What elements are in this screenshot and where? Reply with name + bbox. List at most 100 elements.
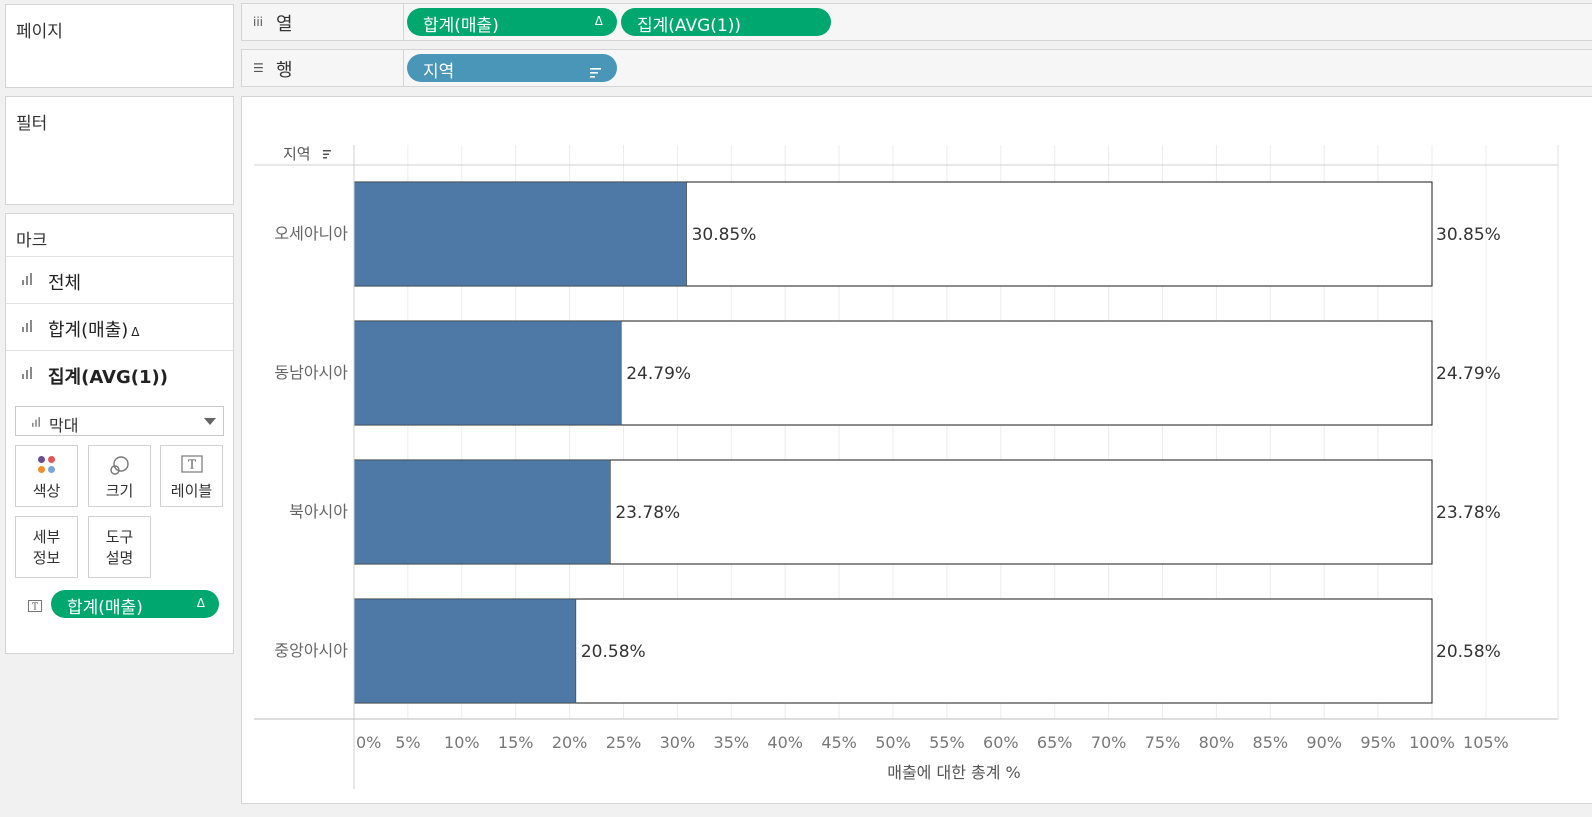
x-tick-label: 60% [983, 733, 1019, 752]
label-field-pill[interactable]: 합계(매출) Δ [51, 590, 219, 618]
delta-icon: Δ [131, 325, 140, 339]
x-tick-label: 35% [714, 733, 750, 752]
bar-chart: 오세아니아 30.85% 30.85% 동남아시아 24.79% 24.79% 북아시아 23… [254, 145, 1559, 789]
detail-label-line1: 세부 [32, 528, 61, 546]
size-label: 크기 [105, 482, 134, 500]
marks-tab-label: 전체 [48, 273, 82, 294]
rows-icon: ☰ [253, 61, 264, 75]
sort-icon [323, 153, 329, 155]
marks-tab-text: 합계(매출) [48, 320, 129, 341]
pill-label: 합계(매출) [67, 598, 143, 618]
data-label-total: 24.79% [1436, 364, 1501, 384]
tooltip-label-line1: 도구 [105, 528, 134, 546]
text-label-icon: T [180, 455, 203, 477]
sort-icon [323, 157, 327, 159]
text-label-glyph: T [32, 603, 38, 613]
category-label: 오세아니아 [274, 224, 348, 243]
columns-label: 열 [276, 14, 293, 35]
rows-shelf[interactable]: ☰ 행 지역 [241, 49, 1592, 87]
x-axis-title: 매출에 대한 총계 % [887, 763, 1021, 782]
category-label: 동남아시아 [274, 363, 348, 382]
columns-icon: iii [253, 15, 264, 29]
x-tick-label: 20% [552, 733, 588, 752]
color-label: 색상 [32, 482, 61, 500]
sales-bar [353, 598, 577, 704]
columns-pill-sum-sales[interactable]: 합계(매출) Δ [407, 8, 617, 36]
pages-title: 페이지 [16, 22, 63, 42]
x-tick-label: 95% [1360, 733, 1396, 752]
delta-icon: Δ [594, 14, 603, 28]
sort-icon [323, 150, 331, 152]
x-tick-label: 25% [606, 733, 642, 752]
x-tick-label: 100% [1409, 733, 1455, 752]
x-tick-label: 40% [767, 733, 803, 752]
sales-bar [353, 320, 622, 426]
x-tick-label: 45% [821, 733, 857, 752]
marks-tab-label: 합계(매출) Δ [48, 316, 140, 342]
x-tick-label: 30% [660, 733, 696, 752]
marks-tab-all[interactable]: 전체 [6, 256, 233, 303]
x-tick-label: 65% [1037, 733, 1073, 752]
label-button[interactable]: T 레이블 [160, 445, 223, 507]
view-area[interactable]: 오세아니아 30.85% 30.85% 동남아시아 24.79% 24.79% 북아시아 23… [241, 96, 1592, 804]
size-button[interactable]: 크기 [88, 445, 151, 507]
x-tick-label: 0% [356, 733, 381, 752]
sales-bar [353, 459, 611, 565]
x-tick-label: 50% [875, 733, 911, 752]
rows-shelf-title: ☰ 행 [242, 50, 404, 86]
columns-shelf[interactable]: iii 열 합계(매출) Δ 집계(AVG(1)) [241, 3, 1592, 41]
marks-card: 마크 전체 합계(매출) Δ 집계(AVG(1)) 막대 색상 크기 T [5, 213, 234, 654]
marks-tab-avg[interactable]: 집계(AVG(1)) [6, 350, 233, 397]
rows-pill-region[interactable]: 지역 [407, 54, 617, 82]
color-dots-icon [37, 455, 57, 475]
rows-label: 행 [276, 60, 293, 81]
x-tick-label: 75% [1145, 733, 1181, 752]
x-tick-label: 55% [929, 733, 965, 752]
detail-label-line2: 정보 [32, 549, 61, 567]
x-tick-label: 70% [1091, 733, 1127, 752]
svg-text:T: T [187, 458, 195, 472]
x-tick-label: 80% [1199, 733, 1235, 752]
row-header-label: 지역 [283, 145, 311, 163]
pages-card[interactable]: 페이지 [5, 4, 234, 88]
pill-label: 집계(AVG(1)) [637, 16, 741, 36]
filters-card[interactable]: 필터 [5, 96, 234, 205]
data-label: 23.78% [615, 503, 680, 523]
category-label: 중앙아시아 [274, 641, 348, 660]
marks-title: 마크 [16, 231, 48, 251]
x-tick-label: 90% [1306, 733, 1342, 752]
delta-icon: Δ [196, 596, 205, 610]
mark-type-dropdown[interactable]: 막대 [15, 406, 224, 436]
sales-bar [353, 181, 687, 287]
x-tick-label: 5% [395, 733, 420, 752]
x-tick-label: 85% [1253, 733, 1289, 752]
color-button[interactable]: 색상 [15, 445, 78, 507]
size-icon [108, 455, 132, 481]
pill-label: 지역 [423, 62, 455, 82]
marks-tab-sum-sales[interactable]: 합계(매출) Δ [6, 303, 233, 350]
x-tick-label: 10% [444, 733, 480, 752]
data-label-total: 20.58% [1436, 642, 1501, 662]
data-label: 20.58% [581, 642, 646, 662]
bar-chart-icon [21, 367, 33, 379]
text-label-icon: T [28, 598, 42, 616]
filters-title: 필터 [16, 114, 48, 134]
data-label: 30.85% [692, 225, 757, 245]
label-label: 레이블 [170, 482, 213, 500]
pill-label: 합계(매출) [423, 16, 499, 36]
columns-shelf-title: iii 열 [242, 4, 404, 40]
columns-pill-avg[interactable]: 집계(AVG(1)) [621, 8, 831, 36]
category-label: 북아시아 [289, 502, 348, 521]
bar-chart-icon [21, 320, 33, 332]
bar-chart-icon [31, 417, 41, 427]
chevron-down-icon[interactable] [204, 418, 216, 425]
data-label-total: 30.85% [1436, 225, 1501, 245]
sort-icon [590, 63, 601, 83]
tooltip-label-line2: 설명 [105, 549, 134, 567]
data-label: 24.79% [626, 364, 691, 384]
bar-chart-icon [21, 273, 33, 285]
